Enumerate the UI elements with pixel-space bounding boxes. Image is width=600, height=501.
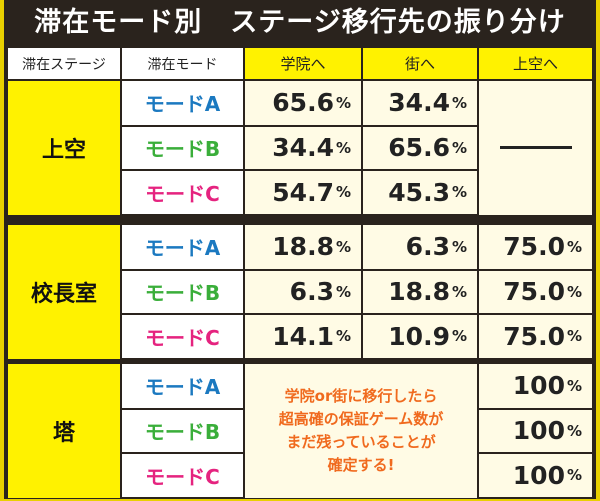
percent-sign: %: [566, 466, 582, 485]
cell-gakuin: 14.1%: [245, 315, 361, 358]
note-line: まだ残っていることが: [286, 432, 436, 451]
cell-machi: 34.4%: [363, 81, 477, 125]
mode-label: モードA: [122, 81, 243, 125]
percent-value: 65.6: [272, 88, 334, 118]
distribution-table: 滞在モード別 ステージ移行先の振り分け 滞在ステージ 滞在モード 学院へ 街へ 上空へ上…: [4, 0, 596, 499]
dash-mark: [499, 146, 572, 150]
percent-sign: %: [335, 237, 351, 256]
percent-sign: %: [566, 237, 582, 256]
percent-value: 75.0: [503, 321, 565, 351]
percent-value: 18.8: [388, 277, 450, 307]
cell-gakuin: 6.3%: [245, 270, 361, 313]
stage-label: 校長室: [8, 225, 120, 359]
percent-value: 100: [512, 416, 565, 446]
note-text: 学院or街に移行したら 超高確の保証ゲーム数が まだ残っていることが 確定する!: [245, 364, 477, 498]
cell-machi: 45.3%: [363, 171, 477, 214]
note-line: 確定する!: [327, 455, 395, 474]
column-header: 学院へ: [245, 48, 361, 79]
percent-sign: %: [566, 376, 582, 395]
cell-joku: 100%: [479, 409, 592, 452]
mode-label: モードA: [122, 364, 243, 408]
percent-sign: %: [335, 282, 351, 301]
cell-joku: 75.0%: [479, 270, 592, 313]
cell-gakuin: 65.6%: [245, 81, 361, 125]
note-line: 学院or街に移行したら: [284, 386, 438, 405]
percent-value: 75.0: [503, 232, 565, 262]
cell-joku: 100%: [479, 364, 592, 408]
cell-machi: 10.9%: [363, 315, 477, 358]
mode-label: モードB: [122, 270, 243, 313]
percent-value: 6.3: [405, 232, 450, 262]
table-title: 滞在モード別 ステージ移行先の振り分け: [34, 7, 566, 38]
percent-value: 6.3: [289, 277, 334, 307]
percent-sign: %: [566, 327, 582, 346]
percent-value: 75.0: [503, 277, 565, 307]
cell-joku-none: [479, 81, 592, 215]
percent-sign: %: [451, 282, 467, 301]
percent-sign: %: [335, 138, 351, 157]
mode-label: モードC: [122, 454, 243, 497]
cell-gakuin: 34.4%: [245, 126, 361, 169]
percent-value: 100: [512, 460, 565, 490]
percent-value: 54.7: [272, 177, 334, 207]
cell-joku: 75.0%: [479, 315, 592, 358]
percent-value: 65.6: [388, 133, 450, 163]
column-header: 滞在モード: [122, 48, 243, 79]
mode-label: モードB: [122, 126, 243, 169]
cell-gakuin: 54.7%: [245, 171, 361, 214]
column-header: 上空へ: [479, 48, 592, 79]
mode-label: モードC: [122, 315, 243, 358]
percent-value: 34.4: [272, 133, 334, 163]
note-line: 超高確の保証ゲーム数が: [278, 409, 444, 428]
percent-sign: %: [451, 93, 467, 112]
stage-label: 塔: [8, 364, 120, 498]
percent-sign: %: [451, 138, 467, 157]
cell-machi: 18.8%: [363, 270, 477, 313]
percent-value: 10.9: [388, 321, 450, 351]
percent-sign: %: [451, 327, 467, 346]
stage-label: 上空: [8, 81, 120, 215]
percent-value: 45.3: [388, 177, 450, 207]
cell-gakuin: 18.8%: [245, 225, 361, 269]
percent-sign: %: [335, 183, 351, 202]
percent-sign: %: [566, 282, 582, 301]
column-header: 滞在ステージ: [8, 48, 120, 79]
percent-value: 100: [512, 371, 565, 401]
cell-machi: 65.6%: [363, 126, 477, 169]
percent-sign: %: [335, 93, 351, 112]
percent-value: 14.1: [272, 321, 334, 351]
percent-value: 18.8: [272, 232, 334, 262]
percent-value: 34.4: [388, 88, 450, 118]
mode-label: モードA: [122, 225, 243, 269]
cell-joku: 100%: [479, 454, 592, 497]
mode-label: モードC: [122, 171, 243, 214]
percent-sign: %: [451, 237, 467, 256]
percent-sign: %: [451, 183, 467, 202]
cell-joku: 75.0%: [479, 225, 592, 269]
cell-machi: 6.3%: [363, 225, 477, 269]
percent-sign: %: [335, 327, 351, 346]
percent-sign: %: [566, 421, 582, 440]
mode-label: モードB: [122, 409, 243, 452]
column-header: 街へ: [363, 48, 477, 79]
